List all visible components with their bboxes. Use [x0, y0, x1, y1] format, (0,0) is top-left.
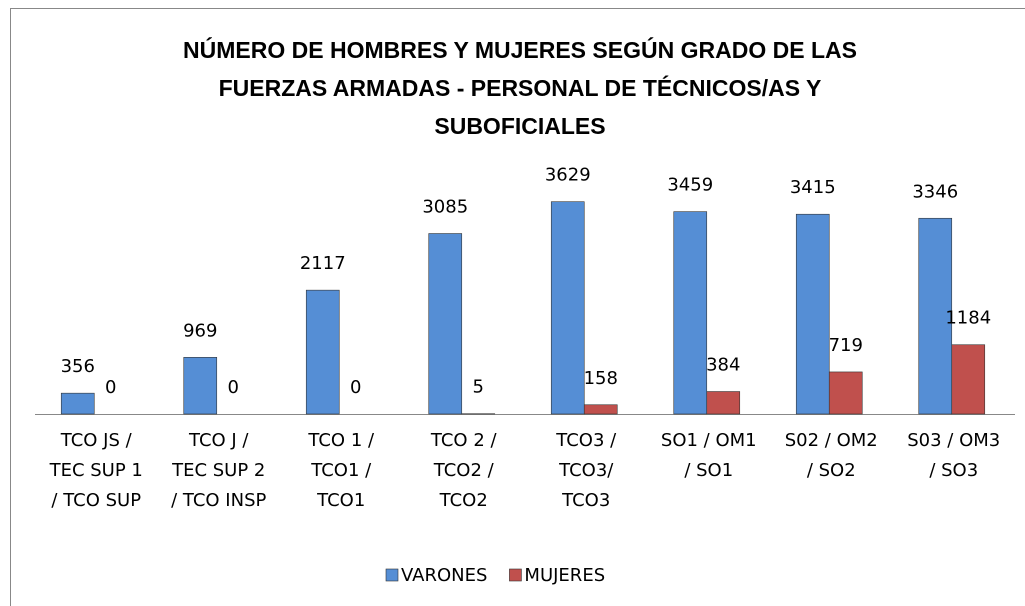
x-tick-label: / TCO INSP	[171, 490, 266, 511]
x-tick-label: TCO2	[439, 490, 488, 511]
x-tick-label: / SO3	[929, 460, 978, 481]
data-label: 384	[706, 355, 740, 376]
data-label: 0	[228, 377, 239, 398]
bar	[583, 404, 618, 415]
bar	[951, 344, 986, 415]
x-tick-label: TCO1 /	[310, 460, 372, 481]
x-tick-label: / TCO SUP	[51, 490, 141, 511]
chart-title: NÚMERO DE HOMBRES Y MUJERES SEGÚN GRADO …	[183, 36, 857, 63]
x-tick-label: S03 / OM3	[907, 430, 1000, 451]
data-label: 1184	[945, 308, 991, 329]
bar	[550, 201, 585, 415]
bar	[428, 233, 463, 415]
legend-swatch	[385, 568, 399, 582]
x-tick-label: TEC SUP 1	[49, 460, 143, 481]
x-tick-label: TCO J /	[188, 430, 249, 451]
x-tick-label: TEC SUP 2	[171, 460, 265, 481]
data-label: 3415	[790, 177, 836, 198]
x-tick-label: TCO3 /	[555, 430, 617, 451]
chart-title: FUERZAS ARMADAS - PERSONAL DE TÉCNICOS/A…	[219, 74, 822, 101]
x-tick-label: TCO JS /	[60, 430, 133, 451]
data-label: 719	[829, 335, 863, 356]
data-label: 3629	[545, 165, 591, 186]
chart-title: SUBOFICIALES	[434, 113, 605, 139]
bar	[183, 357, 218, 415]
x-tick-label: TCO3	[561, 490, 610, 511]
chart-frame	[10, 8, 1025, 606]
x-tick-label: S02 / OM2	[785, 430, 878, 451]
bar	[795, 213, 830, 415]
legend-swatch	[509, 568, 522, 582]
data-label: 3459	[667, 175, 713, 196]
bar	[918, 217, 953, 415]
data-label: 969	[183, 320, 217, 341]
data-label: 0	[350, 377, 361, 398]
data-label: 3085	[422, 197, 468, 218]
x-tick-label: TCO 1 /	[307, 430, 375, 451]
x-tick-label: / SO2	[807, 460, 856, 481]
data-label: 158	[584, 368, 618, 389]
data-label: 5	[473, 377, 484, 398]
data-label: 356	[61, 356, 95, 377]
legend-label: MUJERES	[524, 565, 605, 586]
x-tick-label: / SO1	[684, 460, 733, 481]
data-label: 0	[105, 377, 116, 398]
x-tick-label: TCO2 /	[433, 460, 495, 481]
x-tick-label: SO1 / OM1	[661, 430, 757, 451]
bar	[305, 289, 340, 415]
data-label: 3346	[912, 181, 958, 202]
bar	[706, 391, 741, 415]
legend-label: VARONES	[401, 565, 487, 586]
x-tick-label: TCO1	[316, 490, 365, 511]
bar	[673, 211, 708, 415]
data-label: 2117	[300, 253, 346, 274]
bar	[60, 392, 95, 415]
x-tick-label: TCO3/	[558, 460, 614, 481]
x-tick-label: TCO 2 /	[430, 430, 498, 451]
bar	[828, 371, 863, 415]
